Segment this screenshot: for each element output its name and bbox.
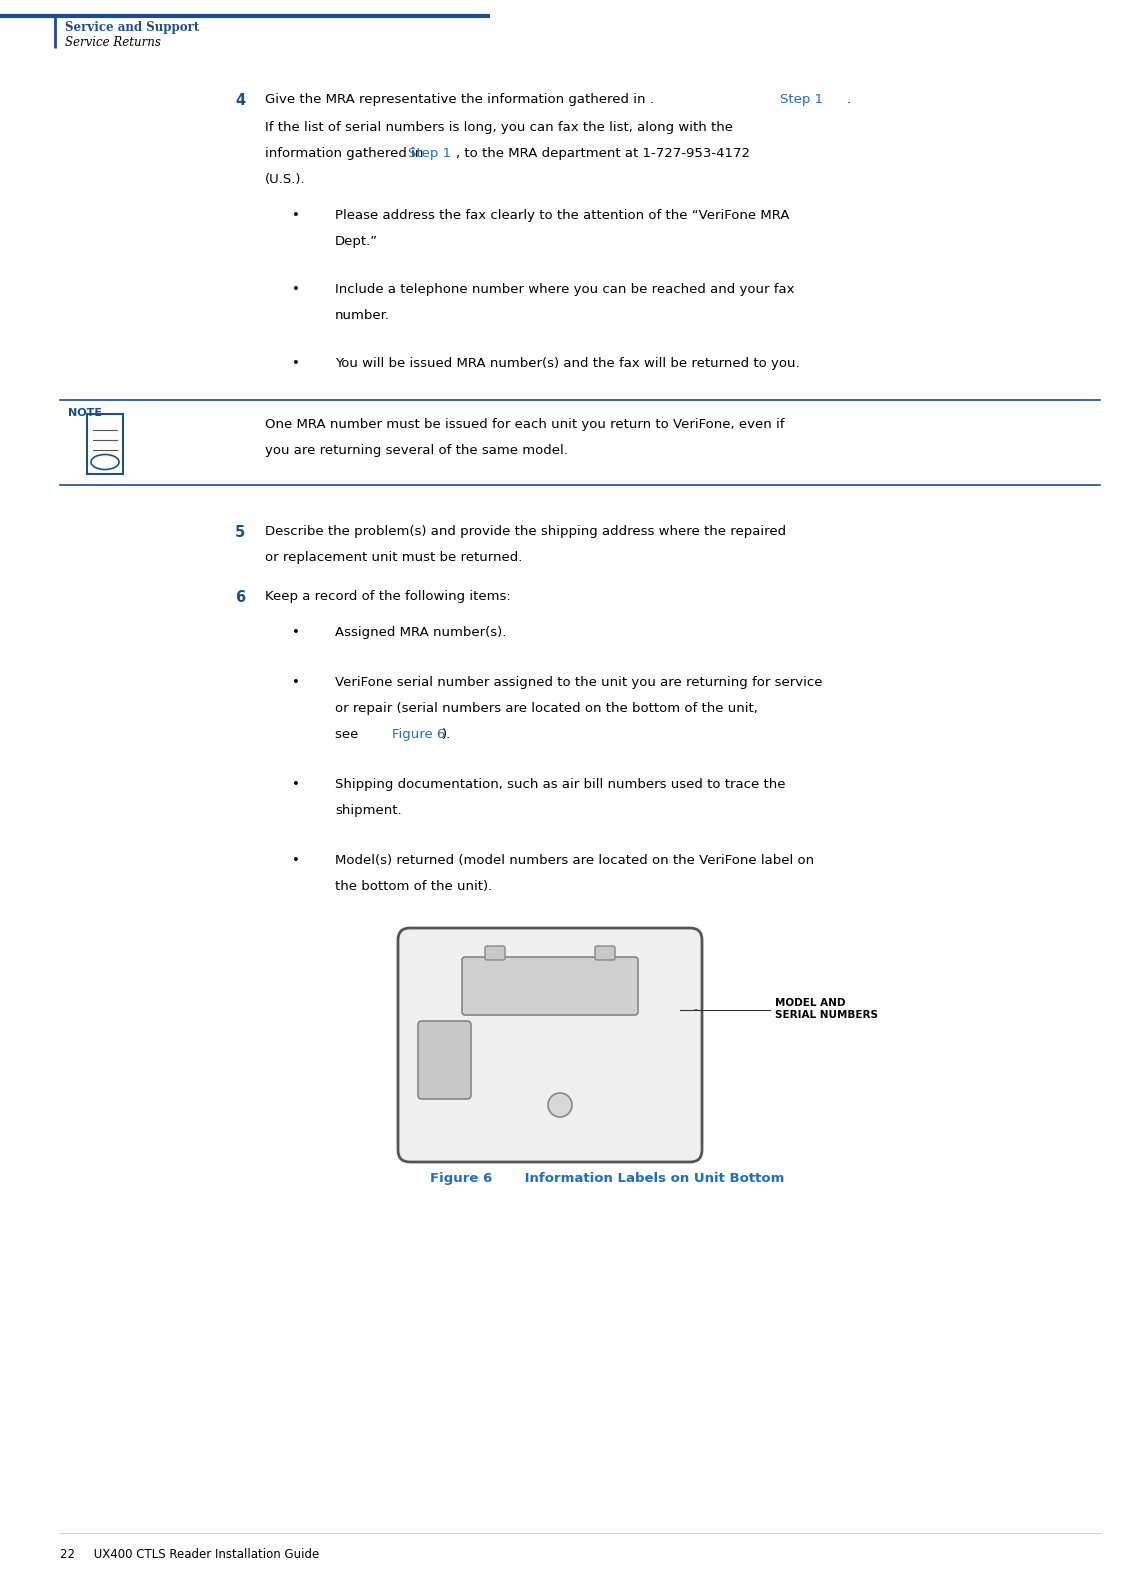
Text: Step 1: Step 1 [780,93,823,106]
Text: Figure 6       Information Labels on Unit Bottom: Figure 6 Information Labels on Unit Bott… [430,1172,784,1185]
Text: shipment.: shipment. [335,805,401,817]
Text: Service Returns: Service Returns [65,36,161,49]
Text: 6: 6 [235,590,245,604]
Text: MODEL AND
SERIAL NUMBERS: MODEL AND SERIAL NUMBERS [775,997,878,1019]
Text: •: • [291,282,299,297]
Text: or repair (serial numbers are located on the bottom of the unit,: or repair (serial numbers are located on… [335,702,758,715]
Text: Shipping documentation, such as air bill numbers used to trace the: Shipping documentation, such as air bill… [335,778,785,791]
Text: see: see [335,727,362,742]
Text: Describe the problem(s) and provide the shipping address where the repaired: Describe the problem(s) and provide the … [265,525,786,538]
Text: or replacement unit must be returned.: or replacement unit must be returned. [265,551,522,563]
Text: number.: number. [335,309,390,322]
Text: you are returning several of the same model.: you are returning several of the same mo… [265,443,568,458]
Text: •: • [291,357,299,369]
Text: One MRA number must be issued for each unit you return to VeriFone, even if: One MRA number must be issued for each u… [265,418,784,431]
Text: 4: 4 [235,93,245,107]
Text: Figure 6: Figure 6 [392,727,446,742]
Text: information gathered in: information gathered in [265,147,427,159]
Text: the bottom of the unit).: the bottom of the unit). [335,881,493,893]
Text: , to the MRA department at 1-727-953-4172: , to the MRA department at 1-727-953-417… [456,147,750,159]
Text: Step 1: Step 1 [408,147,451,159]
Text: You will be issued MRA number(s) and the fax will be returned to you.: You will be issued MRA number(s) and the… [335,357,800,369]
FancyBboxPatch shape [398,928,702,1161]
FancyBboxPatch shape [485,945,505,959]
Text: •: • [291,778,299,791]
Text: •: • [291,675,299,690]
Text: 22     UX400 CTLS Reader Installation Guide: 22 UX400 CTLS Reader Installation Guide [59,1548,319,1561]
Text: ).: ). [442,727,451,742]
Text: VeriFone serial number assigned to the unit you are returning for service: VeriFone serial number assigned to the u… [335,675,823,690]
Text: Assigned MRA number(s).: Assigned MRA number(s). [335,626,506,639]
Text: NOTE: NOTE [67,409,102,418]
FancyBboxPatch shape [596,945,615,959]
Text: If the list of serial numbers is long, you can fax the list, along with the: If the list of serial numbers is long, y… [265,122,733,134]
Text: (U.S.).: (U.S.). [265,174,305,186]
Text: Keep a record of the following items:: Keep a record of the following items: [265,590,511,603]
Text: •: • [291,626,299,639]
Text: .: . [847,93,852,106]
Text: •: • [291,208,299,222]
Text: Please address the fax clearly to the attention of the “VeriFone MRA: Please address the fax clearly to the at… [335,208,790,222]
Text: •: • [291,854,299,866]
FancyBboxPatch shape [462,956,638,1015]
Text: Include a telephone number where you can be reached and your fax: Include a telephone number where you can… [335,282,794,297]
Text: Dept.”: Dept.” [335,235,378,248]
Text: Give the MRA representative the information gathered in .: Give the MRA representative the informat… [265,93,654,106]
Text: Model(s) returned (model numbers are located on the VeriFone label on: Model(s) returned (model numbers are loc… [335,854,814,866]
Text: 5: 5 [235,525,246,540]
Text: Service and Support: Service and Support [65,22,199,35]
Circle shape [547,1094,572,1117]
FancyBboxPatch shape [418,1021,471,1098]
